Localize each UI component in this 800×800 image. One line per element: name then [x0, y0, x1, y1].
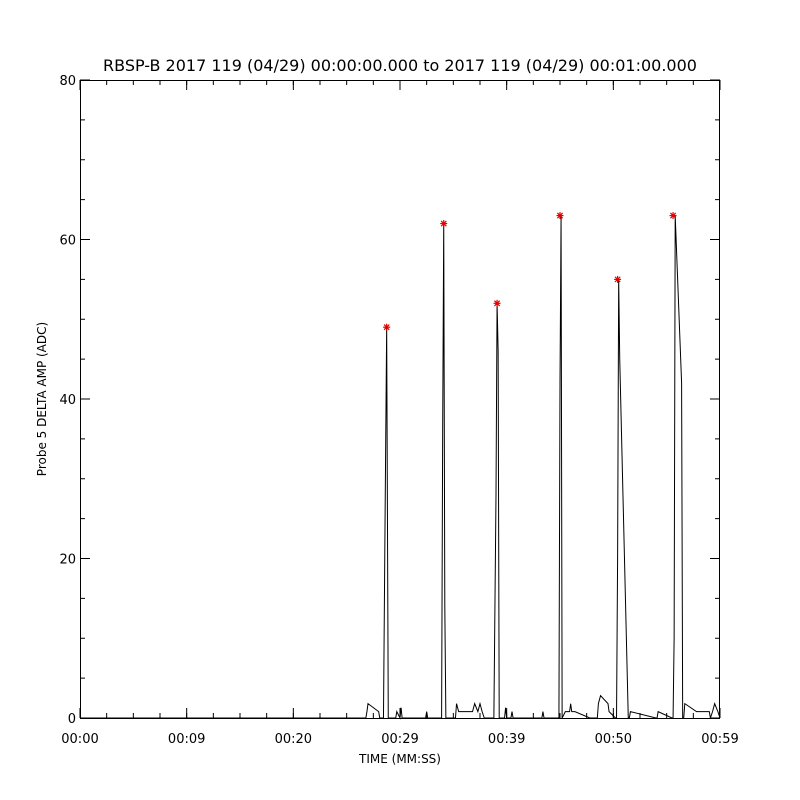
- plot-frame: [80, 80, 720, 719]
- x-tick-label: 00:09: [168, 732, 205, 747]
- peak-marker: [669, 212, 677, 220]
- y-tick-label: 80: [59, 74, 76, 89]
- peak-marker: [556, 212, 564, 220]
- series-group: [80, 215, 721, 720]
- y-tick-label: 20: [59, 553, 76, 568]
- y-tick-label: 60: [59, 234, 76, 249]
- series-line: [80, 215, 721, 720]
- x-tick-label: 00:29: [381, 732, 418, 747]
- x-tick-label: 00:39: [488, 732, 525, 747]
- x-axis-label: TIME (MM:SS): [358, 752, 441, 766]
- x-tick-label: 00:20: [275, 732, 312, 747]
- peak-marker: [493, 299, 501, 307]
- y-tick-label: 0: [68, 712, 76, 727]
- y-tick-label: 40: [59, 393, 76, 408]
- y-axis: 0 20 40 60 80: [59, 74, 720, 727]
- y-axis-label: Probe 5 DELTA AMP (ADC): [35, 322, 49, 476]
- peak-marker: [614, 275, 622, 283]
- peak-marker: [383, 323, 391, 331]
- x-tick-label: 00:00: [61, 732, 98, 747]
- peak-markers: [383, 212, 677, 331]
- x-tick-label: 00:50: [595, 732, 632, 747]
- chart-title: RBSP-B 2017 119 (04/29) 00:00:00.000 to …: [103, 56, 697, 75]
- x-axis: 00:00 00:09 00:20 00:29 00:39 00:50 00:59: [61, 80, 739, 747]
- peak-marker: [440, 220, 448, 228]
- x-tick-label: 00:59: [701, 732, 738, 747]
